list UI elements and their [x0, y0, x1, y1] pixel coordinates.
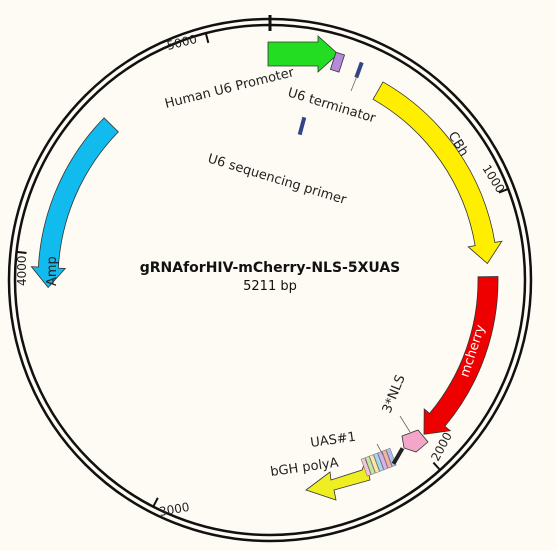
label-u6-seq-primer: U6 sequencing primer [206, 151, 349, 208]
uas-stripe [373, 452, 384, 472]
label-amp: Amp [45, 256, 60, 286]
u6-terminator-mark [354, 61, 364, 79]
uas-block[interactable] [360, 448, 397, 477]
uas-stripe [377, 451, 389, 470]
label-uas: UAS#1 [309, 430, 356, 451]
tick-label-4000: 4000 [15, 255, 29, 286]
tick-label-3000: 3000 [158, 500, 191, 519]
uas-dark-mark [391, 447, 405, 465]
uas-leader [376, 443, 384, 456]
plasmid-name: gRNAforHIV-mCherry-NLS-5XUAS [140, 260, 401, 276]
plasmid-size: 5211 bp [243, 279, 297, 294]
uas-stripe [364, 456, 376, 475]
feature-arrow-amp[interactable] [30, 117, 119, 289]
label-u6-terminator: U6 terminator [286, 85, 378, 126]
u6-purple-box [329, 51, 346, 73]
feature-arrow-bgh-polya[interactable] [305, 458, 371, 501]
feature-arrow-cbh[interactable] [372, 81, 503, 265]
features-group [30, 81, 503, 501]
tick-mark-3000 [152, 497, 159, 508]
feature-arrow-3-nls[interactable] [401, 429, 429, 453]
label-nls: 3*NLS [380, 373, 409, 416]
tick-mark-5000 [204, 32, 210, 44]
u6-terminator-leader [350, 75, 358, 92]
label-human-u6-promoter: Human U6 Promoter [163, 65, 296, 112]
tick-mark-2000 [432, 461, 441, 471]
tick-mark-4000 [16, 250, 27, 254]
uas-stripe [381, 449, 393, 469]
tick-label-5000: 5000 [165, 32, 198, 53]
uas-stripe [369, 454, 380, 474]
tick-mark-1000 [498, 188, 509, 194]
u6-seq-primer-mark [297, 116, 307, 136]
human-u6-promoter-arrow[interactable] [267, 35, 339, 73]
uas-stripe [360, 457, 372, 477]
nls-leader [399, 415, 411, 433]
feature-arrow-mcherry[interactable] [423, 276, 499, 435]
